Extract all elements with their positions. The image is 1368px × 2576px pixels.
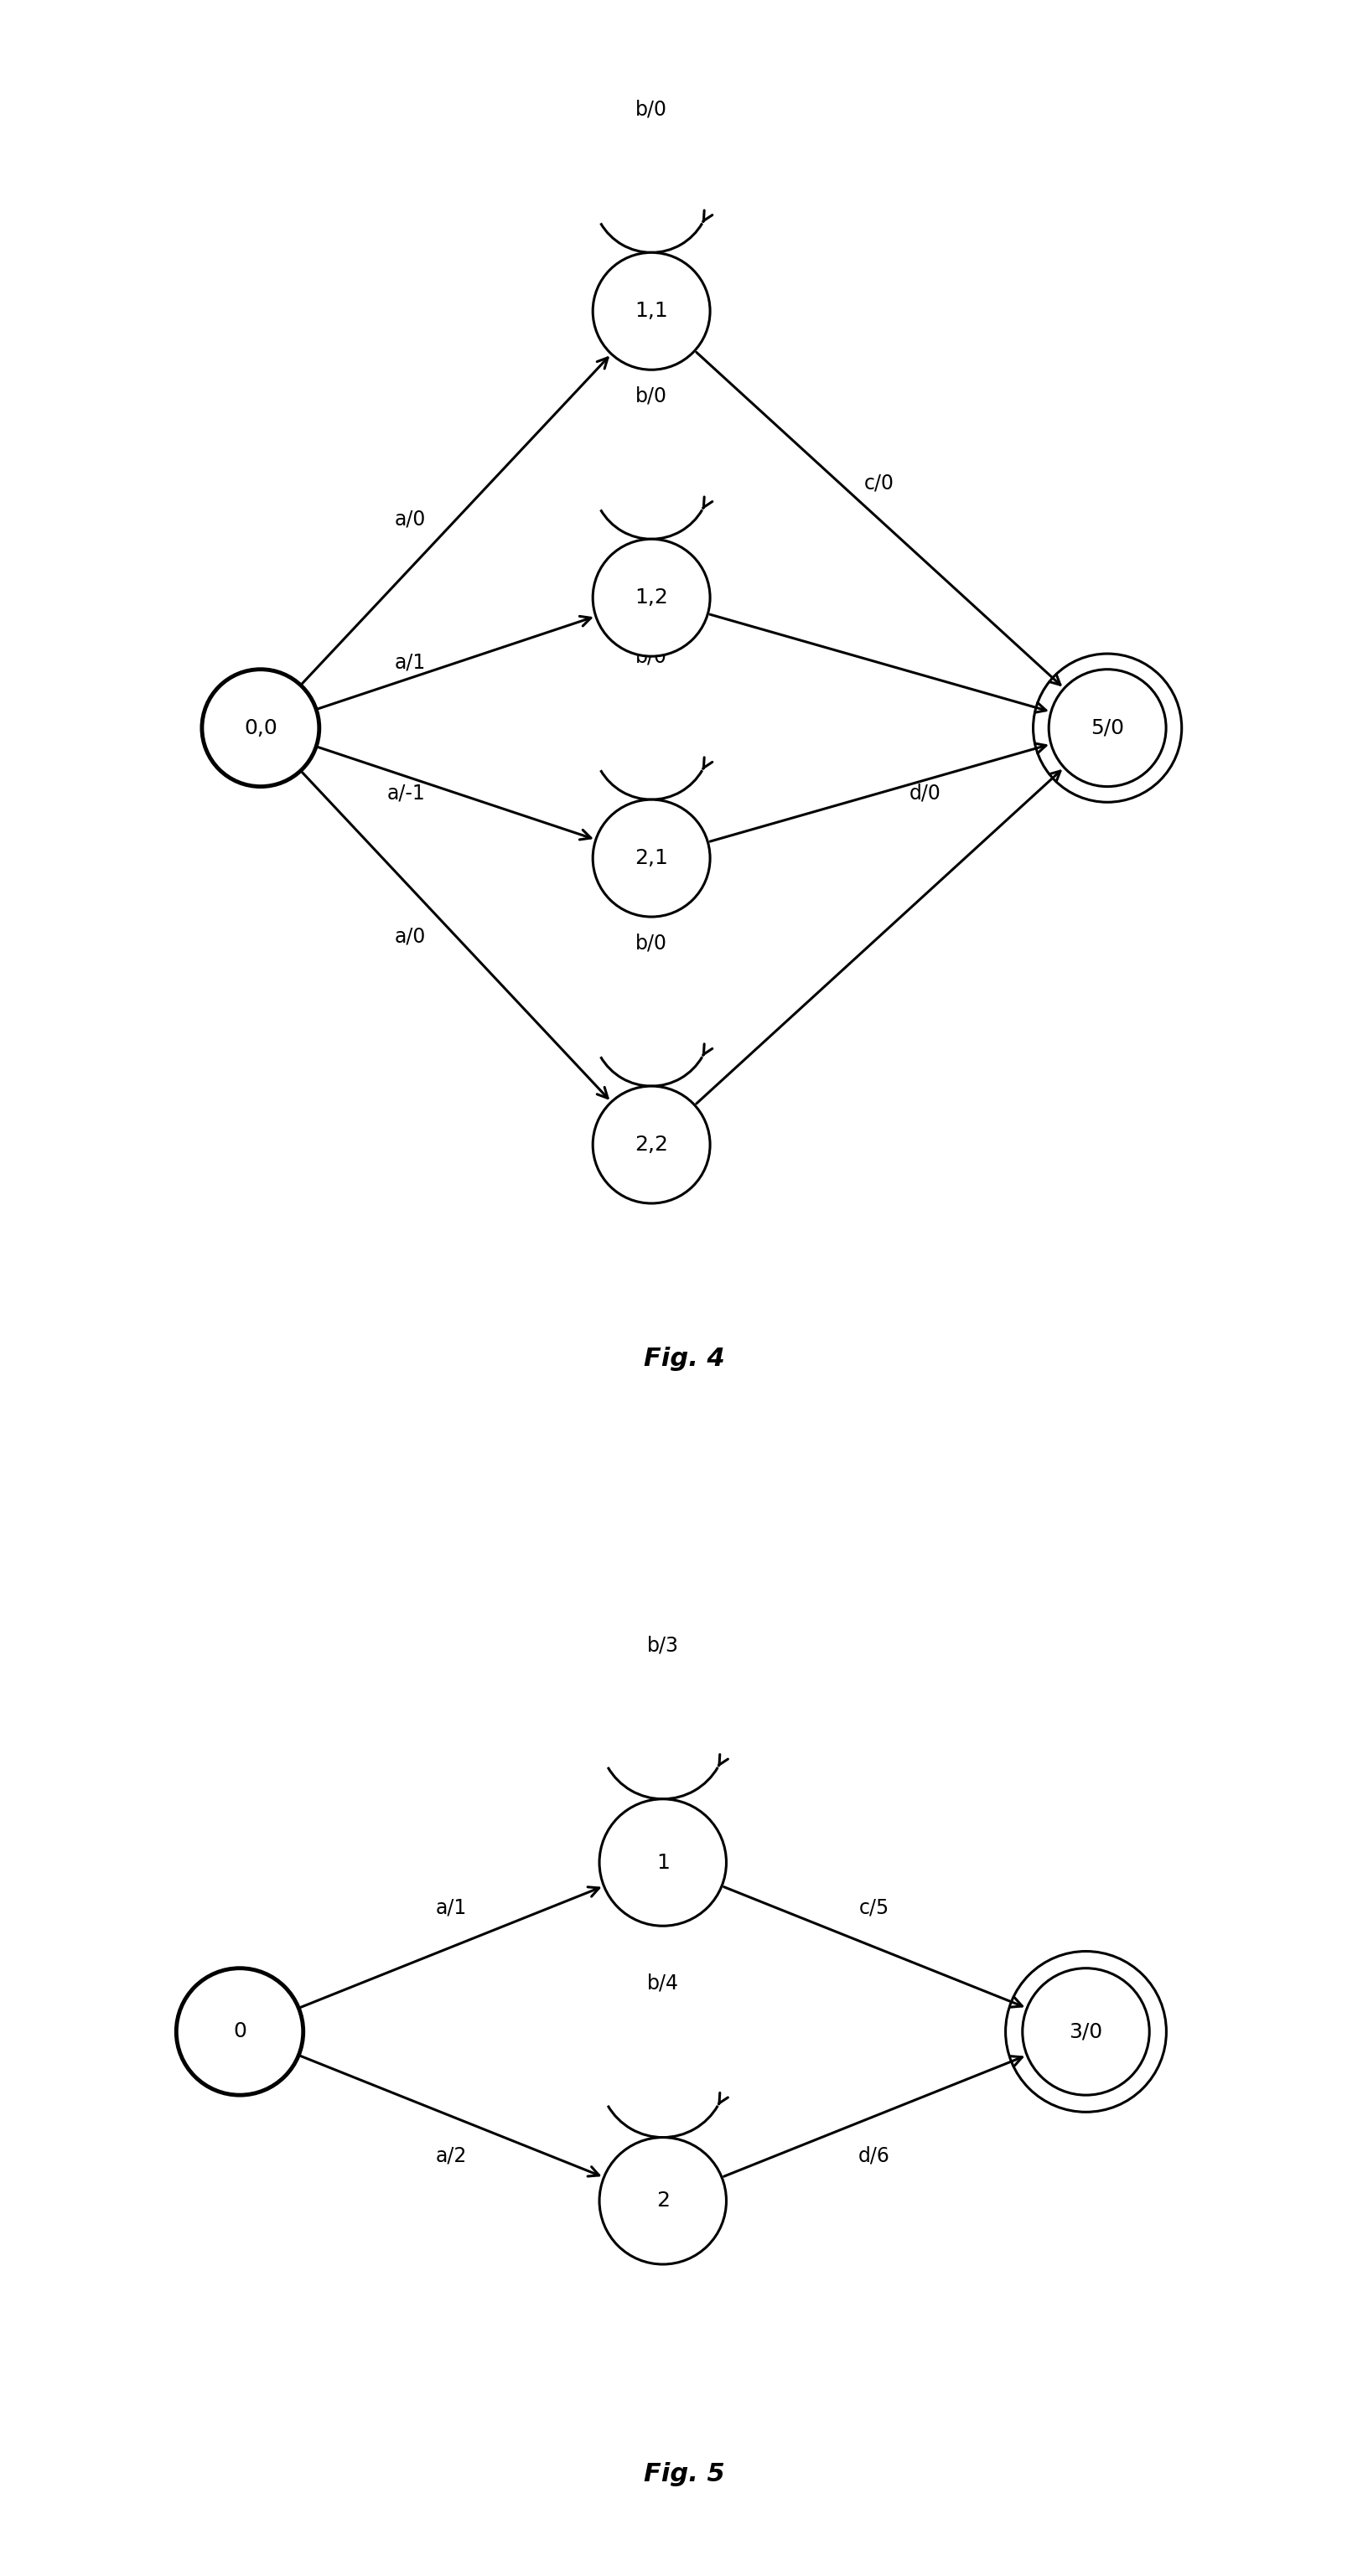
Text: 2,2: 2,2 [635,1133,668,1154]
Circle shape [592,799,710,917]
Text: d/0: d/0 [910,783,941,804]
Circle shape [592,252,710,371]
Text: a/0: a/0 [395,927,425,945]
Text: d/6: d/6 [859,2146,891,2166]
Text: 0: 0 [233,2022,246,2043]
Text: c/0: c/0 [865,474,895,492]
Circle shape [1049,670,1166,786]
Circle shape [599,1798,726,1927]
Text: b/4: b/4 [647,1973,679,1994]
Text: 2: 2 [657,2190,669,2210]
Text: c/5: c/5 [859,1899,889,1917]
Text: a/0: a/0 [395,510,425,531]
Text: 0,0: 0,0 [244,719,278,737]
Text: 1,1: 1,1 [635,301,668,322]
Circle shape [1022,1968,1149,2094]
Text: b/3: b/3 [647,1636,679,1656]
Text: 1,2: 1,2 [635,587,668,608]
Text: 2,1: 2,1 [635,848,668,868]
Text: b/0: b/0 [636,647,668,667]
Circle shape [176,1968,304,2094]
Circle shape [202,670,319,786]
Text: b/0: b/0 [636,933,668,953]
Text: b/0: b/0 [636,386,668,407]
Text: Fig. 4: Fig. 4 [643,1347,725,1370]
Text: Fig. 5: Fig. 5 [643,2463,725,2486]
Circle shape [592,538,710,657]
Circle shape [599,2138,726,2264]
Text: 5/0: 5/0 [1090,719,1124,737]
Circle shape [592,1087,710,1203]
Text: b/0: b/0 [636,100,668,118]
Text: a/1: a/1 [435,1899,466,1917]
Text: a/2: a/2 [435,2146,466,2166]
Text: a/1: a/1 [395,652,425,672]
Text: 3/0: 3/0 [1070,2022,1103,2043]
Text: 1: 1 [657,1852,669,1873]
Text: a/-1: a/-1 [387,783,425,804]
